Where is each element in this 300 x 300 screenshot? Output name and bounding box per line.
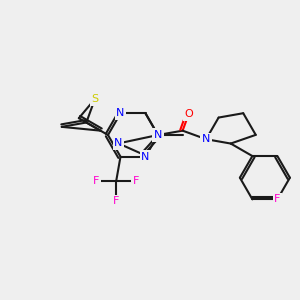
Text: N: N	[154, 130, 162, 140]
Text: N: N	[202, 134, 210, 144]
Text: N: N	[114, 138, 123, 148]
Text: O: O	[184, 109, 193, 119]
Text: F: F	[113, 196, 119, 206]
Text: F: F	[133, 176, 139, 186]
Text: F: F	[274, 194, 280, 204]
Text: N: N	[141, 152, 150, 162]
Text: S: S	[91, 94, 98, 104]
Text: N: N	[116, 108, 125, 118]
Text: F: F	[93, 176, 99, 186]
